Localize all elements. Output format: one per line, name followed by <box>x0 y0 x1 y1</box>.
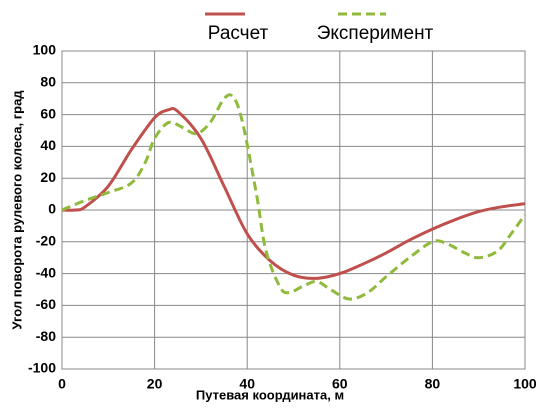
x-tick-label: 60 <box>332 376 348 392</box>
y-tick-label: -60 <box>36 296 56 312</box>
series-line <box>61 93 527 301</box>
y-tick-label: 40 <box>40 137 56 153</box>
x-axis-label: Путевая координата, м <box>196 387 344 402</box>
y-tick-label: 80 <box>40 74 56 90</box>
y-tick-label: 60 <box>40 105 56 121</box>
x-tick-label: 40 <box>239 376 255 392</box>
legend-label: Расчет <box>208 23 269 44</box>
y-tick-label: -80 <box>36 328 56 344</box>
y-axis-label: Угол поворота рулевого колеса, град <box>9 90 24 330</box>
series-line <box>61 106 526 280</box>
legend-label: Эксперимент <box>317 23 434 44</box>
y-tick-label: 20 <box>40 169 56 185</box>
x-tick-label: 20 <box>147 376 163 392</box>
x-tick-label: 100 <box>513 376 537 392</box>
y-tick-label: -100 <box>28 360 56 376</box>
y-tick-label: -20 <box>36 233 56 249</box>
y-tick-label: 0 <box>48 201 56 217</box>
y-tick-label: 100 <box>33 42 57 58</box>
x-tick-label: 80 <box>425 376 441 392</box>
y-tick-label: -40 <box>36 264 56 280</box>
x-tick-label: 0 <box>58 376 66 392</box>
